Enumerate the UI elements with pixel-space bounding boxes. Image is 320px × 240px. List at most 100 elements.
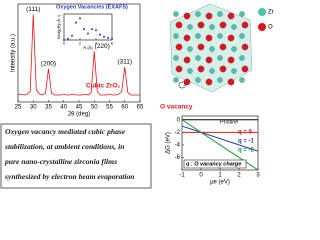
atom <box>209 46 215 52</box>
atom <box>227 56 235 64</box>
series-line <box>17 14 140 96</box>
x-tick-label: 55 <box>106 104 113 110</box>
atom <box>239 33 245 39</box>
x-tick-label: 45 <box>76 104 83 110</box>
x-axis-label: 2θ (deg) <box>68 112 90 118</box>
vacancy <box>178 81 186 89</box>
point <box>95 29 97 32</box>
y-tick-label: -6 <box>175 155 181 161</box>
atom <box>175 43 183 51</box>
atom <box>241 43 249 51</box>
note: q : O vacancy charge <box>186 161 241 167</box>
caption-line: pure nano-crystalline zirconia films <box>4 157 117 166</box>
x-tick-label: 65 <box>137 104 144 110</box>
vacancy-label: O vacancy <box>160 104 193 111</box>
atom <box>195 77 201 83</box>
peak-label: (311) <box>117 59 132 66</box>
atom <box>209 24 215 30</box>
atom <box>217 11 223 17</box>
y-tick-label: 0 <box>177 117 181 123</box>
legend-label: O <box>268 25 273 31</box>
point <box>83 28 85 31</box>
x-tick-label: 25 <box>15 104 22 110</box>
atom <box>239 11 245 17</box>
point <box>87 32 89 35</box>
atom <box>197 65 205 73</box>
x-tick-label: 2 <box>79 40 82 45</box>
x-tick-label: 2 <box>237 172 241 178</box>
atom <box>195 33 201 39</box>
atom <box>205 34 213 42</box>
atom <box>209 68 215 74</box>
page: {"chart_data": [ {"type": "line", "xlabe… <box>0 3 274 189</box>
x-axis-label: μe (eV) <box>210 180 230 186</box>
y-tick-label: -2 <box>175 130 181 136</box>
atom <box>187 46 193 52</box>
x-tick-label: 60 <box>121 104 128 110</box>
atom <box>197 43 205 51</box>
x-tick-label: 50 <box>91 104 98 110</box>
atom <box>231 68 237 74</box>
x-tick-label: 1 <box>218 172 222 178</box>
atom <box>227 12 235 20</box>
atom <box>187 24 193 30</box>
caption-line: Oxygen vacancy mediated cubic phase <box>5 127 126 136</box>
atom <box>183 56 191 64</box>
atom <box>219 65 227 73</box>
point <box>107 36 109 39</box>
atom <box>195 55 201 61</box>
atom <box>197 21 205 29</box>
annotation: Pristine <box>220 119 238 125</box>
atom <box>173 33 179 39</box>
atom <box>173 55 179 61</box>
atom <box>175 21 183 29</box>
y-axis-label: Mod[χ(R)] (Å⁻³) <box>56 15 61 39</box>
x-tick-label: 4 <box>95 40 98 45</box>
x-tick-label: 30 <box>30 104 37 110</box>
caption-line: synthesized by electron beam evaporation <box>4 172 135 181</box>
atom <box>239 55 245 61</box>
atom <box>173 77 179 83</box>
note-box <box>183 159 247 169</box>
peak-label: (200) <box>41 60 56 67</box>
point <box>111 37 113 40</box>
legend-label: Zr <box>268 10 274 16</box>
atom <box>183 34 191 42</box>
y-axis-label: Intensity (a.u.) <box>11 34 17 72</box>
series-line <box>181 125 259 152</box>
point <box>99 33 101 36</box>
atom <box>195 11 201 17</box>
x-tick-label: 3 <box>256 172 260 178</box>
x-tick-label: 6 <box>111 40 114 45</box>
atom <box>241 65 249 73</box>
atom <box>219 43 227 51</box>
atom <box>227 78 235 86</box>
legend-swatch <box>258 8 266 16</box>
atom <box>239 77 245 83</box>
legend-label: q = -1 <box>238 139 255 145</box>
atom <box>187 68 193 74</box>
atom <box>231 24 237 30</box>
atom <box>175 65 183 73</box>
caption-line: stabilization, at ambient conditions, in <box>4 142 124 151</box>
atom <box>205 56 213 64</box>
x-tick-label: 0 <box>63 40 66 45</box>
caption-box <box>0 123 152 189</box>
annotation: Cubic ZrO₂ <box>86 83 120 90</box>
chart-title: Oxygen Vacancies (EXAFS) <box>56 4 128 10</box>
atom <box>219 21 227 29</box>
crystal-structure <box>169 3 253 93</box>
x-tick-label: 0 <box>199 172 203 178</box>
atom <box>241 21 249 29</box>
atom <box>183 12 191 20</box>
figure: Oxygen vacancy mediated cubic phase stab… <box>0 3 274 189</box>
point <box>67 37 69 40</box>
atom <box>173 11 179 17</box>
point <box>79 17 81 20</box>
atom <box>227 34 235 42</box>
legend-label: q = -2 <box>238 148 255 154</box>
point <box>63 39 65 41</box>
x-tick-label: 40 <box>60 104 67 110</box>
atom <box>217 77 223 83</box>
point <box>71 34 73 37</box>
